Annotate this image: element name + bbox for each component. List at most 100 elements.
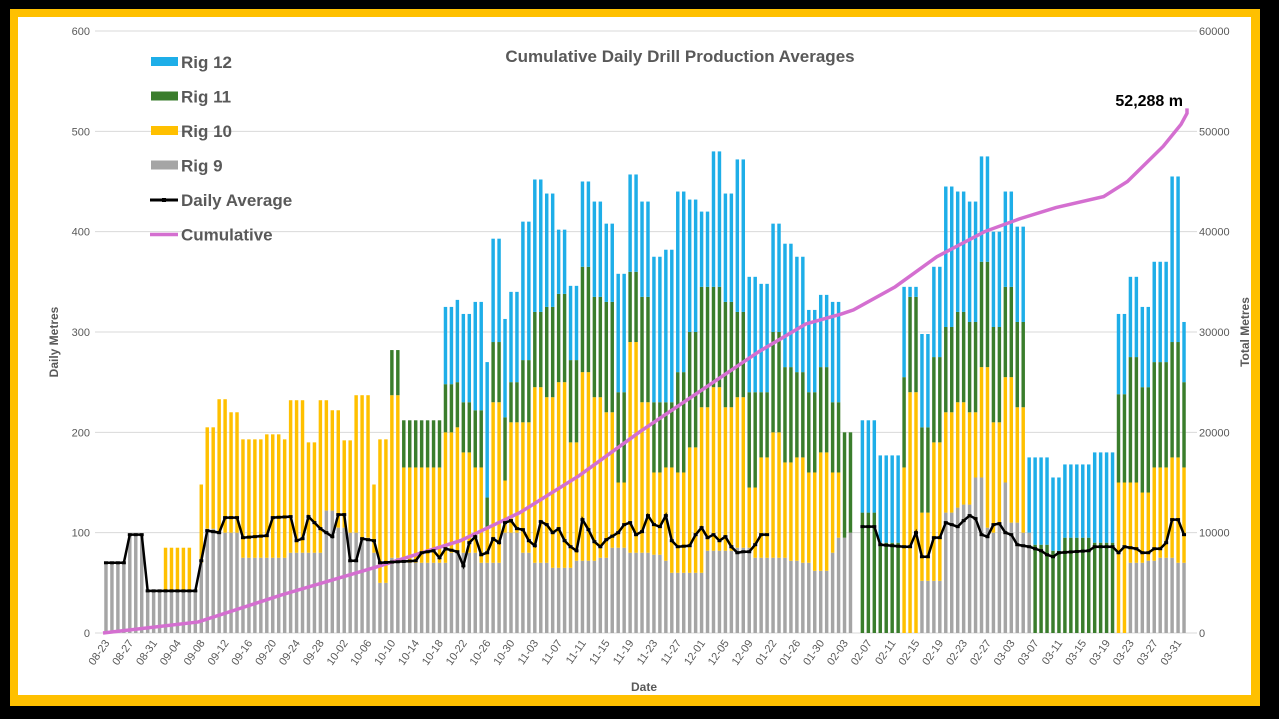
rig-10-bar	[705, 407, 710, 551]
rig-10-bar	[163, 547, 168, 591]
daily-average-marker	[479, 553, 484, 557]
rig-12-bar	[711, 151, 716, 287]
rig-9-bar	[979, 477, 984, 633]
rig-12-bar	[443, 306, 448, 385]
rig-11-bar	[902, 377, 906, 468]
rig-11-bar	[592, 296, 597, 398]
rig-9-bar	[318, 552, 323, 633]
rig-12-bar	[771, 223, 775, 332]
rig-10-bar	[932, 442, 936, 581]
rig-12-bar	[527, 221, 531, 361]
rig-9-bar	[247, 557, 251, 633]
x-tick-label: 10-22	[444, 638, 470, 668]
daily-average-marker	[115, 561, 120, 565]
rig-9-bar	[533, 562, 537, 633]
rig-12-bar	[723, 193, 728, 302]
rig-10-bar	[759, 457, 763, 558]
rig-11-bar	[1140, 387, 1145, 493]
rig-9-bar	[312, 552, 317, 633]
rig-12-bar	[1003, 191, 1008, 287]
daily-average-marker	[443, 547, 448, 551]
cumulative-line	[102, 108, 1189, 635]
rig-10-bar	[729, 407, 734, 551]
daily-average-marker	[562, 539, 567, 543]
x-tick-label: 11-15	[587, 638, 613, 667]
daily-average-marker	[455, 550, 460, 554]
rig-9-bar	[1164, 557, 1168, 633]
rig-9-bar	[670, 572, 674, 633]
rig-9-bar	[1128, 562, 1133, 633]
rig-11-bar	[664, 402, 668, 468]
rig-9-bar	[741, 547, 746, 633]
daily-average-marker	[616, 531, 621, 535]
rig-12-bar	[1075, 464, 1079, 538]
daily-average-marker	[372, 539, 376, 543]
rig-12-bar	[932, 266, 936, 358]
rig-10-bar	[765, 457, 769, 558]
rig-12-bar	[985, 156, 990, 262]
y-axis-title: Daily Metres	[47, 306, 61, 377]
daily-average-marker	[598, 545, 603, 549]
rig-11-bar	[413, 420, 418, 468]
rig-9-bar	[396, 557, 400, 633]
rig-10-bar	[544, 397, 549, 563]
rig-12-bar	[1146, 306, 1151, 388]
rig-9-bar	[1182, 562, 1186, 633]
rig-12-bar	[747, 276, 751, 393]
rig-10-bar	[1176, 457, 1180, 563]
y2-tick-label: 60000	[1199, 26, 1230, 38]
rig-10-bar	[735, 397, 740, 548]
x-tick-label: 09-24	[277, 638, 303, 668]
rig-11-bar	[866, 512, 871, 633]
rig-9-bar	[354, 532, 358, 633]
rig-10-bar	[235, 412, 239, 533]
rig-9-bar	[229, 532, 233, 633]
rig-10-bar	[223, 399, 227, 533]
rig-11-bar	[473, 410, 477, 468]
x-tick-label: 02-07	[849, 638, 875, 668]
rig-10-bar	[360, 395, 364, 538]
daily-average-marker	[604, 538, 609, 542]
rig-10-bar	[229, 412, 233, 533]
y-tick-label: 0	[84, 628, 90, 640]
rig-12-bar	[884, 455, 888, 543]
rig-10-bar	[973, 412, 978, 478]
x-tick-label: 09-20	[253, 638, 279, 668]
chart-title: Cumulative Daily Drill Production Averag…	[505, 47, 854, 66]
rig-10-bar	[985, 367, 990, 528]
rig-9-bar	[479, 562, 483, 633]
rig-12-bar	[1140, 306, 1145, 388]
rig-9-bar	[145, 590, 150, 633]
rig-12-bar	[735, 159, 740, 312]
legend-swatch	[151, 57, 178, 66]
rig-9-bar	[836, 537, 841, 633]
rig-12-bar	[1092, 452, 1097, 543]
daily-average-marker	[651, 523, 656, 527]
legend-item: Rig 9	[151, 157, 223, 176]
y2-tick-label: 20000	[1199, 427, 1230, 439]
rig-9-bar	[259, 557, 263, 633]
rig-9-bar	[151, 590, 156, 633]
rig-9-bar	[366, 537, 370, 633]
rig-10-bar	[175, 547, 180, 591]
rig-9-bar	[163, 590, 168, 633]
rig-10-bar	[265, 434, 269, 558]
rig-9-bar	[235, 532, 239, 633]
daily-average-marker	[407, 559, 412, 563]
legend-label: Rig 9	[181, 157, 223, 176]
rig-11-bar	[985, 261, 990, 368]
rig-9-bar	[848, 532, 853, 633]
x-tick-label: 11-03	[516, 638, 542, 667]
rig-9-bar	[157, 590, 162, 633]
rig-10-bar	[199, 484, 204, 563]
rig-11-bar	[1164, 362, 1168, 468]
daily-average-marker	[199, 559, 204, 563]
rig-9-bar	[1140, 562, 1145, 633]
rig-9-bar	[824, 570, 829, 633]
rig-9-bar	[342, 527, 346, 633]
rig-9-bar	[580, 560, 585, 633]
daily-average-marker	[765, 533, 770, 537]
rig-11-bar	[747, 392, 751, 488]
rig-11-bar	[676, 372, 680, 473]
